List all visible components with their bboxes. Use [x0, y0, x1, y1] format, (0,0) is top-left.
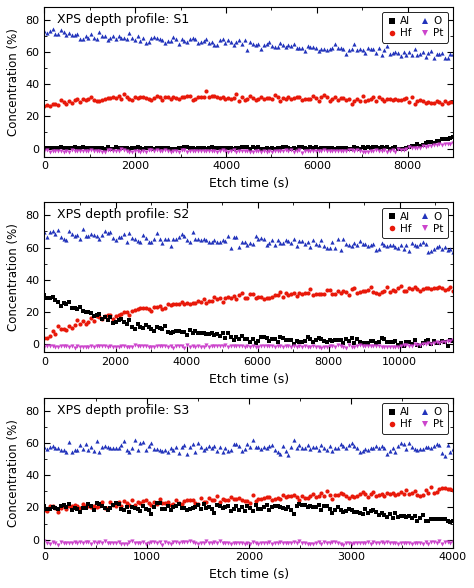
Legend: Al, Hf, O, Pt: Al, Hf, O, Pt	[382, 208, 448, 238]
Y-axis label: Concentration (%): Concentration (%)	[7, 28, 20, 136]
X-axis label: Etch time (s): Etch time (s)	[209, 373, 289, 386]
Legend: Al, Hf, O, Pt: Al, Hf, O, Pt	[382, 403, 448, 433]
X-axis label: Etch time (s): Etch time (s)	[209, 568, 289, 581]
Text: XPS depth profile: S2: XPS depth profile: S2	[57, 209, 189, 222]
Y-axis label: Concentration (%): Concentration (%)	[7, 419, 20, 527]
Text: XPS depth profile: S1: XPS depth profile: S1	[57, 13, 189, 26]
Legend: Al, Hf, O, Pt: Al, Hf, O, Pt	[382, 12, 448, 42]
X-axis label: Etch time (s): Etch time (s)	[209, 177, 289, 190]
Y-axis label: Concentration (%): Concentration (%)	[7, 223, 20, 331]
Text: XPS depth profile: S3: XPS depth profile: S3	[57, 404, 189, 417]
